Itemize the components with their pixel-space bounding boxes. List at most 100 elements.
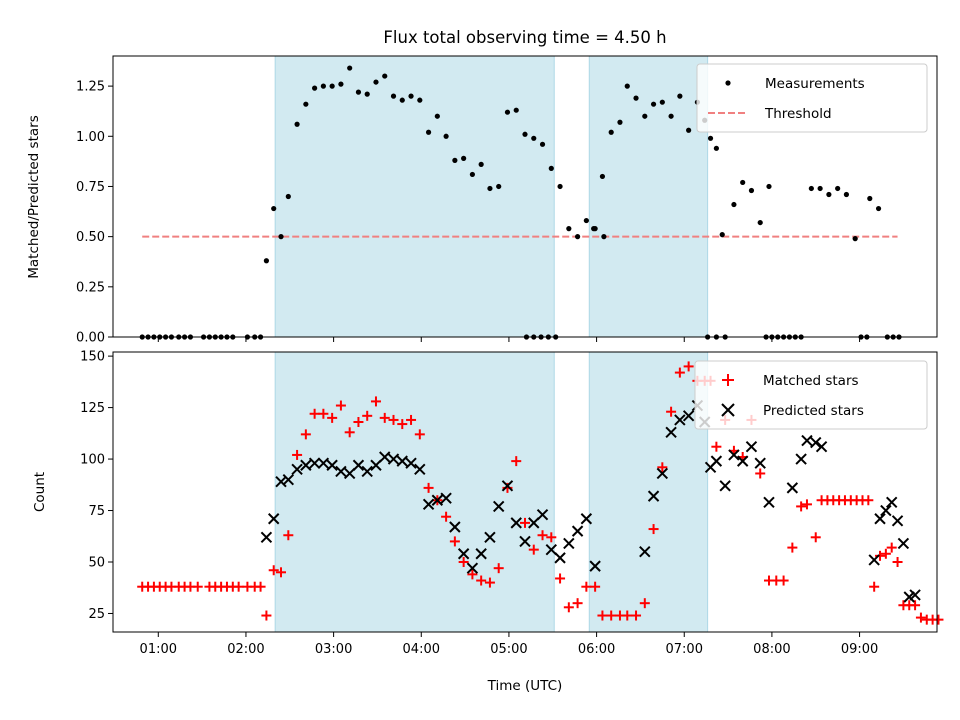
measurements-point-74 (677, 93, 683, 99)
predicted-stars-point-56-b (786, 482, 799, 494)
measurements-point-20 (271, 205, 277, 212)
predicted-stars-point-28-b (492, 500, 505, 513)
bottom-legend: Matched stars Predicted stars (694, 360, 928, 430)
measurements-point-40 (443, 133, 449, 139)
matched-stars-point-20 (261, 610, 272, 621)
predicted-stars-point-49-b (710, 455, 723, 467)
bottom-legend-box (694, 360, 928, 430)
predicted-stars-point-50 (719, 480, 731, 492)
x-axis-label: Time (UTC) (487, 678, 563, 694)
predicted-stars-point-13-b (361, 465, 373, 478)
predicted-stars-point-25-b (466, 562, 479, 574)
predicted-stars-point-62-b (874, 513, 886, 525)
measurements-point-43 (469, 171, 476, 178)
predicted-stars-point-5 (291, 463, 303, 476)
matched-stars-point-66 (657, 462, 668, 473)
measurements-point-54 (566, 226, 572, 232)
measurements-point-35 (399, 97, 405, 103)
matched-stars-point-42 (449, 536, 460, 547)
top-legend-box (696, 63, 928, 133)
measurements-point-98 (826, 191, 832, 198)
predicted-stars-point-25 (466, 562, 479, 574)
bot-y-tick-label-3: 75 (88, 504, 105, 519)
top-panel: 0.00 0.25 0.50 0.75 1.00 1.25 Matched/Predict… (26, 55, 938, 346)
predicted-stars-point-11-b (343, 467, 356, 480)
matched-stars-point-82 (787, 542, 798, 553)
predicted-stars-point-50-b (719, 480, 731, 492)
predicted-stars-point-37-b (571, 525, 584, 537)
bottom-panel: 25 50 75 100 125 150 01:00 02:00 03:00 04:00 05:0… (32, 350, 944, 694)
predicted-stars-point-10 (335, 465, 347, 478)
top-legend: Measurements Threshold (696, 63, 928, 133)
predicted-stars-point-58 (801, 434, 813, 447)
matched-stars-point-16 (233, 581, 244, 592)
matched-stars-point-39 (423, 482, 434, 493)
predicted-stars-point-20-b (422, 498, 435, 511)
top-highlight-spans (274, 55, 709, 338)
predicted-stars-point-59-b (810, 436, 822, 449)
predicted-stars-point-8-b (317, 457, 330, 469)
predicted-stars-point-49 (710, 455, 723, 467)
predicted-stars-point-5-b (291, 463, 303, 476)
predicted-stars-point-53 (745, 440, 758, 453)
predicted-stars-point-58-b (801, 434, 813, 447)
measurements-point-38 (425, 129, 432, 135)
top-highlight-span-1 (274, 55, 555, 338)
predicted-stars-point-18-b (405, 457, 417, 469)
predicted-stars-point-17 (396, 455, 408, 467)
measurements-point-75 (686, 127, 692, 133)
measurements-point-96 (808, 185, 814, 192)
predicted-stars-point-37 (571, 525, 584, 537)
measurements-point-69 (633, 95, 639, 101)
matched-stars-point-58 (590, 581, 601, 592)
predicted-stars-point-7 (308, 457, 321, 469)
predicted-stars-point-33 (536, 508, 549, 521)
bot-x-tick-label-8: 08:00 (753, 642, 790, 657)
predicted-stars-point-28 (492, 500, 505, 513)
measurements-point-51 (539, 141, 546, 147)
measurements-point-19 (263, 258, 270, 264)
predicted-stars-point-57 (795, 453, 807, 465)
measurements-point-30 (355, 89, 362, 95)
predicted-stars-point-31-b (519, 535, 531, 548)
bottom-y-axis-label: Count (32, 472, 48, 512)
predicted-stars-point-15-b (379, 451, 391, 463)
top-y-tick-label-6: 1.25 (76, 80, 105, 95)
predicted-stars-point-30 (510, 517, 522, 529)
measurements-point-78 (707, 135, 714, 141)
measurements-point-27 (329, 83, 335, 89)
measurements-point-46 (496, 183, 502, 190)
predicted-stars-point-57-b (795, 453, 807, 465)
matched-stars-point-50 (520, 517, 530, 528)
bot-x-tick-label-9: 09:00 (841, 642, 878, 657)
count-points (137, 361, 944, 625)
bot-x-tick-label-3: 03:00 (315, 642, 352, 657)
predicted-stars-point-29 (501, 480, 514, 492)
predicted-stars-point-26 (475, 548, 487, 560)
predicted-stars-point-7-b (308, 457, 321, 469)
top-plot-frame (112, 55, 938, 338)
bottom-y-axis-ticks: 25 50 75 100 125 150 (80, 350, 113, 622)
bot-x-tick-label-5: 05:00 (490, 642, 527, 657)
matched-stars-point-33 (370, 396, 381, 407)
predicted-stars-point-44-b (674, 414, 686, 426)
matched-stars-point-55 (563, 602, 574, 613)
matched-stars-point-31 (353, 417, 364, 427)
predicted-stars-point-2 (268, 513, 280, 525)
measurements-point-28 (338, 81, 344, 87)
measurements-point-97 (817, 185, 823, 192)
predicted-stars-point-52-b (736, 455, 749, 467)
predicted-stars-point-33-b (536, 508, 549, 521)
predicted-stars-point-45 (682, 410, 695, 422)
predicted-stars-point-1-b (260, 531, 273, 544)
predicted-stars-point-12-b (352, 459, 365, 471)
bot-y-tick-label-1: 25 (88, 607, 105, 622)
matched-stars-point-60 (606, 610, 617, 621)
predicted-stars-point-40 (639, 545, 651, 558)
predicted-stars-point-51 (728, 449, 740, 461)
measurements-point-53 (557, 183, 563, 190)
predicted-stars-point-36 (563, 537, 575, 550)
predicted-stars-point-2-b (268, 513, 280, 525)
matched-stars-point-102 (910, 600, 921, 611)
matched-stars-point-99 (892, 557, 903, 567)
